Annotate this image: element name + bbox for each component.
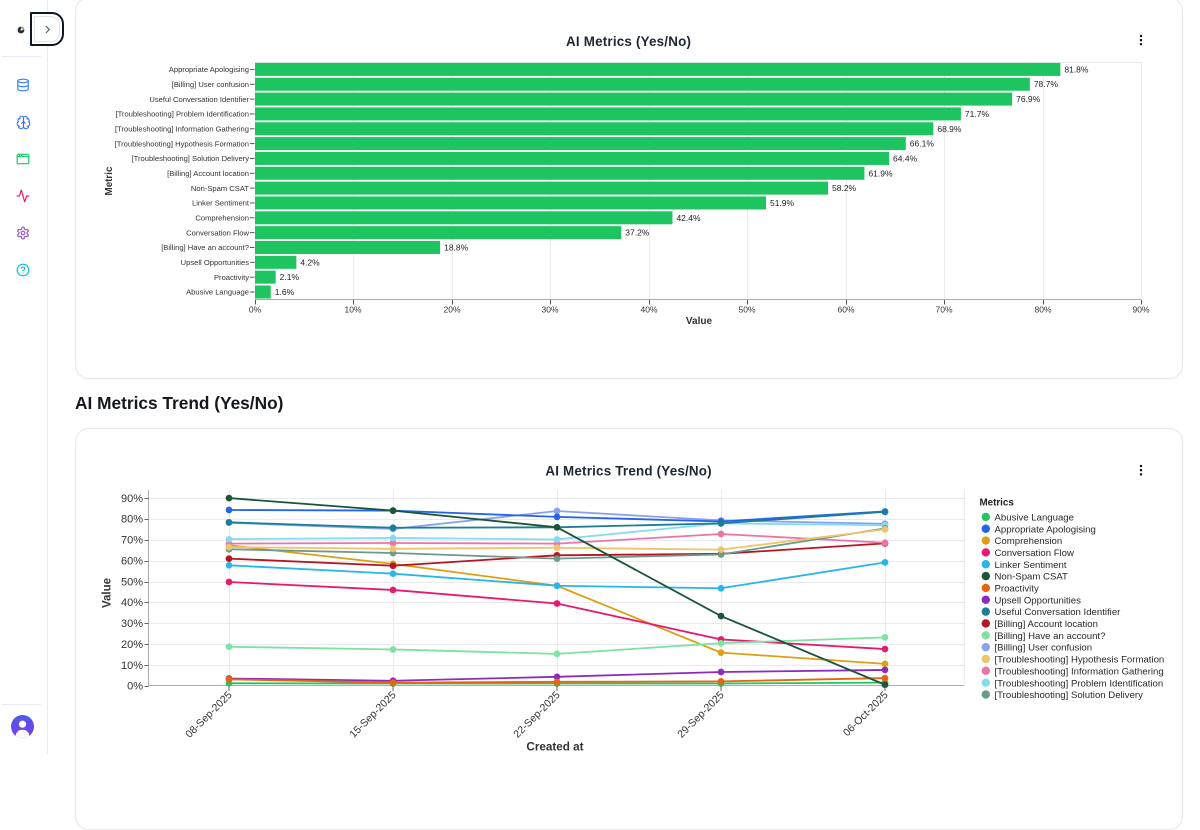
svg-text:Non-Spam CSAT: Non-Spam CSAT bbox=[995, 572, 1069, 583]
svg-text:51.9%: 51.9% bbox=[770, 198, 795, 208]
svg-text:AI Metrics Trend (Yes/No): AI Metrics Trend (Yes/No) bbox=[545, 464, 711, 479]
svg-text:50%: 50% bbox=[738, 305, 755, 315]
svg-text:64.4%: 64.4% bbox=[893, 153, 918, 163]
svg-text:[Troubleshooting] Solution Del: [Troubleshooting] Solution Delivery bbox=[995, 690, 1144, 701]
svg-text:[Billing] User confusion: [Billing] User confusion bbox=[172, 80, 249, 89]
svg-text:[Billing] Account location: [Billing] Account location bbox=[167, 169, 249, 178]
svg-text:58.2%: 58.2% bbox=[832, 183, 857, 193]
svg-text:[Billing] Have an account?: [Billing] Have an account? bbox=[995, 631, 1106, 642]
svg-text:Conversation Flow: Conversation Flow bbox=[995, 548, 1075, 559]
svg-text:18.8%: 18.8% bbox=[444, 242, 469, 252]
svg-text:Abusive Language: Abusive Language bbox=[995, 513, 1074, 524]
svg-text:Upsell Opportunities: Upsell Opportunities bbox=[995, 595, 1082, 606]
svg-text:1.6%: 1.6% bbox=[275, 287, 295, 297]
svg-text:78.7%: 78.7% bbox=[1034, 79, 1059, 89]
svg-text:[Billing] User confusion: [Billing] User confusion bbox=[995, 643, 1093, 654]
svg-text:71.7%: 71.7% bbox=[965, 109, 990, 119]
svg-text:[Troubleshooting] Hypothesis F: [Troubleshooting] Hypothesis Formation bbox=[995, 655, 1165, 666]
svg-text:70%: 70% bbox=[121, 535, 143, 547]
svg-text:Value: Value bbox=[686, 316, 713, 327]
svg-text:22-Sep-2025: 22-Sep-2025 bbox=[511, 689, 563, 741]
svg-text:[Billing] Have an account?: [Billing] Have an account? bbox=[161, 243, 249, 252]
svg-text:06-Oct-2025: 06-Oct-2025 bbox=[841, 689, 891, 739]
svg-text:0%: 0% bbox=[249, 305, 262, 315]
svg-text:42.4%: 42.4% bbox=[676, 213, 701, 223]
svg-text:50%: 50% bbox=[121, 576, 143, 588]
svg-text:Created at: Created at bbox=[526, 741, 583, 754]
svg-text:Value: Value bbox=[102, 578, 114, 608]
svg-text:[Troubleshooting] Problem Iden: [Troubleshooting] Problem Identification bbox=[115, 110, 249, 119]
svg-text:2.1%: 2.1% bbox=[280, 272, 300, 282]
svg-text:[Troubleshooting] Information: [Troubleshooting] Information Gathering bbox=[995, 666, 1164, 677]
svg-text:29-Sep-2025: 29-Sep-2025 bbox=[675, 689, 727, 741]
svg-text:15-Sep-2025: 15-Sep-2025 bbox=[347, 689, 399, 741]
svg-text:70%: 70% bbox=[935, 305, 952, 315]
svg-text:81.8%: 81.8% bbox=[1064, 64, 1089, 74]
svg-text:80%: 80% bbox=[1034, 305, 1051, 315]
svg-text:80%: 80% bbox=[121, 514, 143, 526]
svg-text:Proactivity: Proactivity bbox=[995, 584, 1039, 595]
svg-text:Appropriate Apologising: Appropriate Apologising bbox=[169, 65, 249, 74]
svg-text:37.2%: 37.2% bbox=[625, 228, 650, 238]
svg-text:Non-Spam CSAT: Non-Spam CSAT bbox=[191, 184, 249, 193]
svg-text:Useful Conversation Identifier: Useful Conversation Identifier bbox=[149, 95, 249, 104]
svg-text:Upsell Opportunities: Upsell Opportunities bbox=[181, 258, 250, 267]
svg-text:0%: 0% bbox=[127, 681, 143, 693]
svg-text:68.9%: 68.9% bbox=[937, 124, 962, 134]
svg-text:40%: 40% bbox=[640, 305, 657, 315]
svg-text:40%: 40% bbox=[121, 597, 143, 609]
svg-text:Appropriate Apologising: Appropriate Apologising bbox=[995, 524, 1096, 535]
svg-text:AI Metrics (Yes/No): AI Metrics (Yes/No) bbox=[566, 34, 691, 49]
svg-text:20%: 20% bbox=[443, 305, 460, 315]
svg-text:Metrics: Metrics bbox=[980, 498, 1015, 509]
svg-text:Linker Sentiment: Linker Sentiment bbox=[192, 199, 250, 208]
svg-text:90%: 90% bbox=[121, 493, 143, 505]
svg-text:[Troubleshooting] Hypothesis F: [Troubleshooting] Hypothesis Formation bbox=[115, 139, 249, 148]
svg-text:[Troubleshooting] Solution Del: [Troubleshooting] Solution Delivery bbox=[132, 154, 250, 163]
svg-text:66.1%: 66.1% bbox=[910, 139, 935, 149]
svg-text:4.2%: 4.2% bbox=[300, 257, 320, 267]
svg-text:20%: 20% bbox=[121, 639, 143, 651]
svg-text:[Troubleshooting] Information: [Troubleshooting] Information Gathering bbox=[115, 124, 249, 133]
svg-text:10%: 10% bbox=[121, 660, 143, 672]
svg-text:08-Sep-2025: 08-Sep-2025 bbox=[183, 689, 235, 741]
svg-text:[Billing] Account location: [Billing] Account location bbox=[995, 619, 1098, 630]
svg-text:60%: 60% bbox=[837, 305, 854, 315]
svg-text:61.9%: 61.9% bbox=[868, 168, 893, 178]
svg-text:90%: 90% bbox=[1132, 305, 1149, 315]
svg-text:Abusive Language: Abusive Language bbox=[186, 288, 249, 297]
svg-text:[Troubleshooting] Problem Iden: [Troubleshooting] Problem Identification bbox=[995, 678, 1164, 689]
svg-text:76.9%: 76.9% bbox=[1016, 94, 1041, 104]
svg-text:Metric: Metric bbox=[104, 166, 115, 195]
svg-text:Comprehension: Comprehension bbox=[995, 536, 1063, 547]
svg-text:10%: 10% bbox=[344, 305, 361, 315]
svg-text:30%: 30% bbox=[541, 305, 558, 315]
svg-text:Linker Sentiment: Linker Sentiment bbox=[995, 560, 1067, 571]
svg-text:Proactivity: Proactivity bbox=[214, 273, 249, 282]
svg-text:Comprehension: Comprehension bbox=[195, 214, 249, 223]
svg-text:60%: 60% bbox=[121, 555, 143, 567]
svg-text:Conversation Flow: Conversation Flow bbox=[186, 228, 249, 237]
svg-text:Useful Conversation Identifier: Useful Conversation Identifier bbox=[995, 607, 1122, 618]
svg-text:30%: 30% bbox=[121, 618, 143, 630]
